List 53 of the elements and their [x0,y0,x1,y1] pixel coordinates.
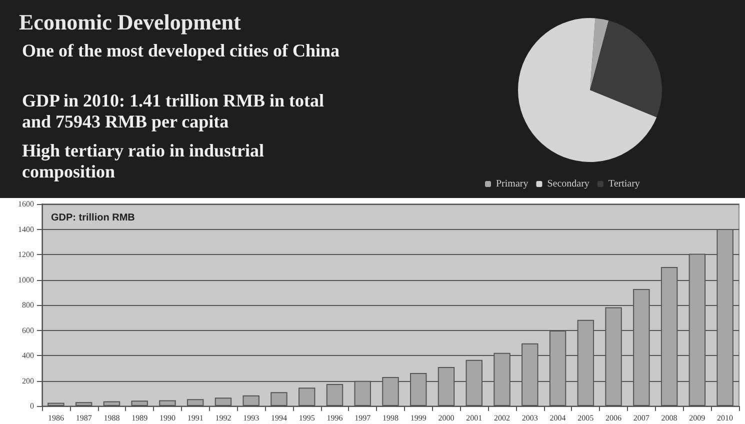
bar [242,395,260,406]
bar [75,402,92,406]
y-tick-label: 1600 [18,200,34,208]
bar [159,400,176,406]
y-tick-label: 1200 [18,250,34,259]
x-tick-label: 1988 [104,414,120,422]
x-tick-label: 2009 [689,414,706,422]
x-tick-label: 2007 [633,414,650,422]
x-tick-label: 2000 [438,414,454,422]
y-tick-label: 600 [22,326,34,335]
y-tick-label: 200 [22,376,34,386]
x-tick-label: 1996 [326,414,343,422]
bar [298,388,316,406]
x-tick-label: 2003 [522,414,538,422]
x-tick-label: 2008 [661,414,678,422]
y-tick-label: 1000 [18,275,34,284]
bar [131,400,148,406]
legend-label: Secondary [547,178,590,190]
bar [270,392,288,406]
x-tick-label: 2005 [578,414,594,422]
bar [48,402,64,406]
bar [214,398,232,406]
y-tick-label: 1400 [18,224,34,234]
x-tick-label: 1986 [48,414,64,422]
x-tick-label: 1994 [270,414,287,422]
y-tick-label: 0 [30,402,34,410]
bar [186,399,204,406]
text: GDP: trillion RMB [51,212,135,224]
x-tick-label: 1990 [159,414,176,422]
text: High tertiary ratio in industrial composition [22,140,268,182]
x-tick-label: 1998 [382,414,398,422]
x-tick-label: 2010 [717,414,734,422]
x-tick-label: 1993 [243,414,260,422]
x-tick-label: 2001 [466,414,482,422]
x-tick-label: 2004 [550,414,566,422]
x-tick-label: 1987 [76,414,92,422]
y-tick-label: 400 [22,351,34,360]
x-tick-label: 1989 [132,414,148,422]
x-tick-label: 1999 [410,414,426,422]
x-tick-label: 2006 [606,414,622,422]
x-tick-label: 1997 [354,414,371,422]
x-tick-label: 1995 [298,414,315,422]
x-tick-label: 2002 [494,414,510,422]
text: Economic Development [19,10,242,34]
y-tick-label: 800 [22,300,34,310]
bar [326,384,344,406]
bar [103,401,120,406]
text: GDP in 2010: 1.41 trillion RMB in total and 75943 RMB per capita [22,90,329,132]
x-tick-label: 1992 [215,414,232,422]
legend-label: Primary [496,178,528,190]
x-tick-label: 1991 [187,414,204,422]
legend-label: Tertiary [608,178,640,190]
text: One of the most developed cities of China [22,40,340,60]
